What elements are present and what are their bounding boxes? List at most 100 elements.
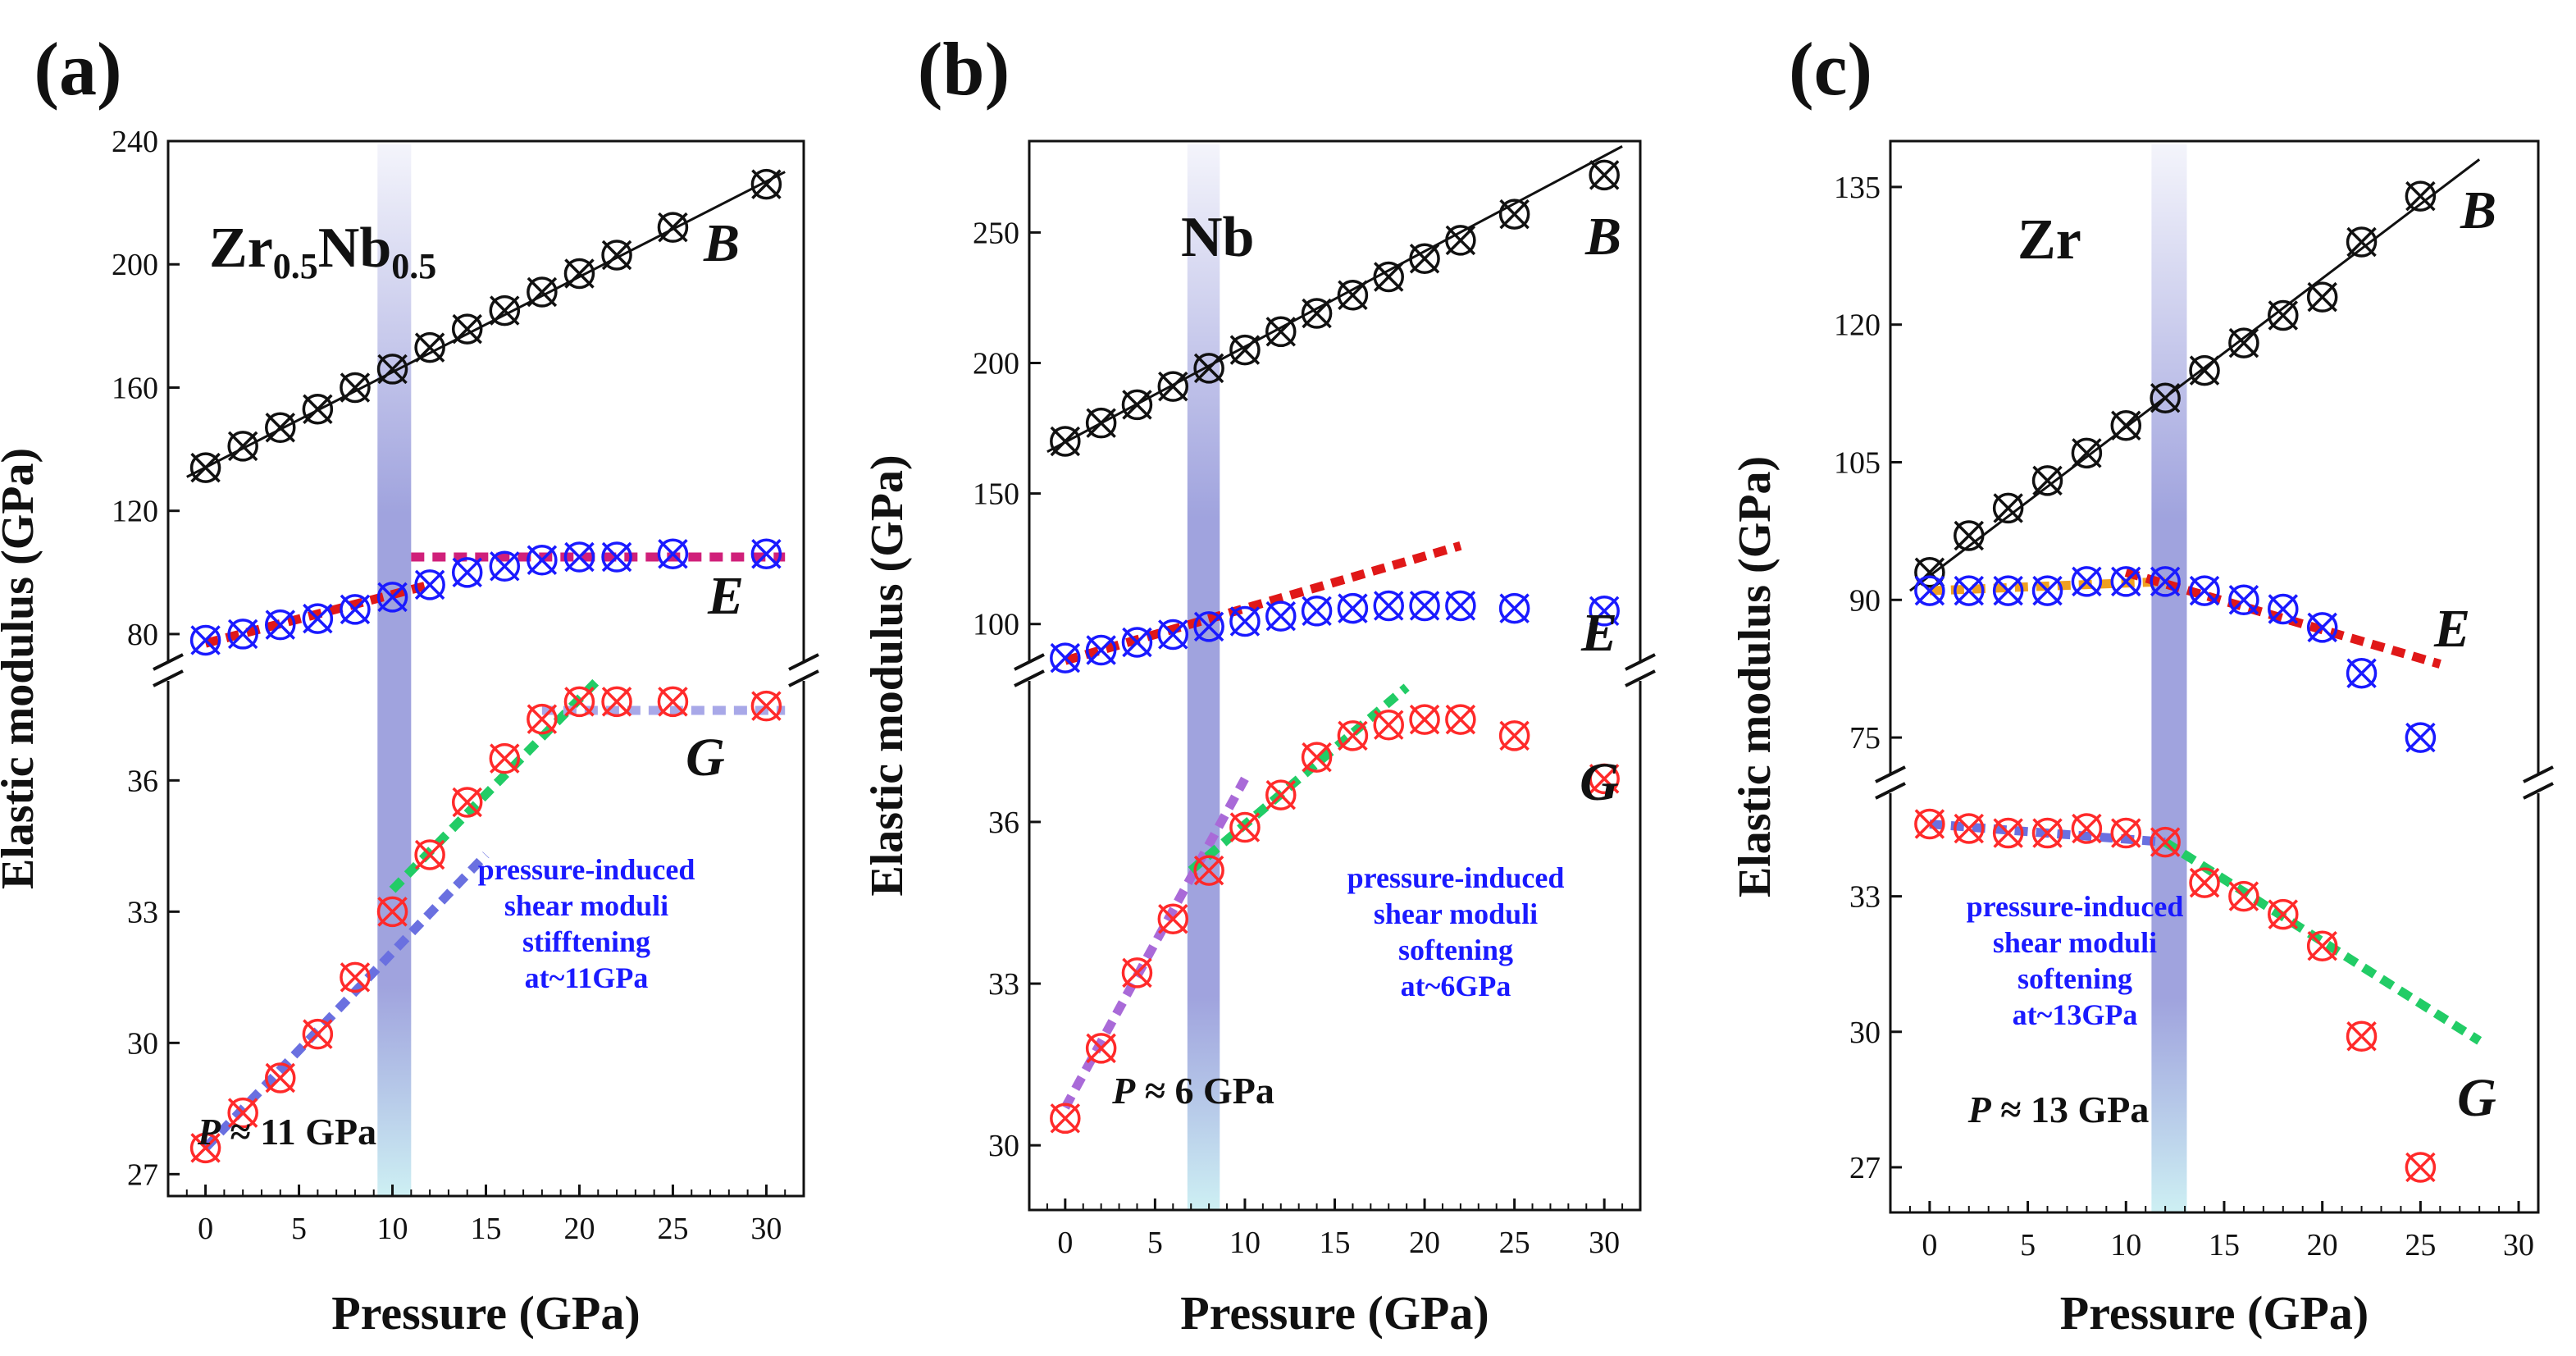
data-point — [451, 313, 483, 345]
marker-cross — [414, 332, 445, 363]
data-point — [601, 541, 632, 573]
pressure-symbol: P — [197, 1111, 221, 1153]
y-tick-label: 33 — [988, 967, 1019, 1002]
marker-circle — [2189, 575, 2220, 606]
marker-circle — [1992, 575, 2024, 606]
marker-circle — [302, 603, 334, 634]
axis-break-line — [788, 669, 819, 687]
x-tick-label: 10 — [1229, 1226, 1261, 1260]
marker-cross — [452, 557, 482, 588]
annotation-text: softening — [2017, 962, 2132, 995]
series-label-E: E — [707, 566, 744, 626]
annotation-text: softening — [1398, 934, 1513, 966]
marker-cross — [414, 569, 445, 600]
marker-cross — [1158, 619, 1188, 650]
series-label-B: B — [2460, 180, 2496, 240]
y-tick-label: 30 — [1849, 1016, 1881, 1050]
marker-circle — [563, 686, 595, 718]
marker-cross — [2072, 813, 2102, 844]
x-tick-label: 0 — [1922, 1228, 1937, 1262]
marker-cross — [1589, 160, 1620, 190]
marker-cross — [1302, 742, 1332, 773]
annotation-text: at~13GPa — [2013, 998, 2138, 1031]
marker-circle — [302, 394, 334, 425]
data-point — [1409, 590, 1440, 622]
x-tick-label: 20 — [563, 1212, 595, 1246]
plot-frame — [166, 139, 805, 1198]
data-point — [1265, 316, 1297, 348]
marker-circle — [1914, 556, 1945, 588]
marker-circle — [1229, 334, 1261, 366]
marker-circle — [489, 550, 521, 582]
marker-circle — [2346, 1020, 2378, 1052]
marker-circle — [1373, 261, 1404, 293]
axis-break-line — [1014, 653, 1045, 671]
marker-cross — [2405, 180, 2436, 212]
data-point — [601, 686, 632, 718]
marker-circle — [2189, 867, 2220, 898]
marker-cross — [2072, 566, 2102, 597]
marker-cross — [1589, 596, 1620, 627]
marker-circle — [2031, 817, 2063, 849]
marker-circle — [227, 431, 258, 462]
marker-cross — [2072, 438, 2102, 468]
data-point — [1301, 596, 1333, 627]
marker-circle — [451, 313, 483, 345]
marker-cross — [265, 1062, 296, 1093]
data-point — [2110, 566, 2142, 597]
axis-break-line — [788, 653, 819, 671]
annotation-text: pressure-induced — [1347, 861, 1565, 894]
x-tick-label: 5 — [1147, 1226, 1163, 1260]
data-point — [1445, 704, 1476, 735]
marker-cross — [1122, 627, 1152, 658]
marker-circle — [376, 582, 408, 613]
data-point — [657, 686, 689, 718]
data-point — [1337, 592, 1369, 624]
marker-circle — [1445, 225, 1476, 256]
marker-cross — [2346, 1021, 2377, 1052]
marker-circle — [2110, 410, 2142, 441]
trend-guide — [1064, 541, 1462, 665]
marker-cross — [1265, 600, 1297, 632]
data-point — [1954, 813, 1985, 844]
marker-cross — [2228, 327, 2259, 358]
material-base: Zr — [209, 217, 273, 280]
data-point — [1445, 590, 1476, 622]
marker-cross — [601, 541, 632, 573]
marker-cross — [1050, 642, 1081, 673]
marker-circle — [489, 294, 521, 326]
data-point — [2306, 930, 2338, 961]
pressure-label: P ≈ 13 GPa — [1967, 1089, 2150, 1130]
x-tick-label: 30 — [1589, 1226, 1620, 1260]
trend-guide — [204, 580, 431, 648]
x-tick-label: 0 — [1057, 1226, 1073, 1260]
marker-circle — [1050, 426, 1081, 457]
trend-guide — [1188, 683, 1410, 874]
data-point — [340, 961, 371, 993]
marker-circle — [1265, 316, 1297, 348]
marker-cross — [1050, 426, 1081, 457]
data-point — [2306, 281, 2338, 313]
panel-label: (a) — [34, 27, 121, 111]
marker-cross — [1229, 606, 1261, 637]
y-tick-label: 33 — [127, 895, 158, 929]
marker-circle — [2306, 930, 2338, 961]
data-point — [1914, 575, 1945, 606]
x-tick-label: 10 — [2110, 1228, 2141, 1262]
y-axis-title: Elastic modulus (GPa) — [862, 454, 913, 896]
marker-circle — [1121, 389, 1153, 421]
series-E — [1050, 590, 1620, 673]
y-tick-label: 90 — [1849, 583, 1881, 618]
marker-circle — [1301, 298, 1333, 329]
marker-circle — [1157, 371, 1189, 402]
y-tick-label: 36 — [988, 806, 1019, 840]
marker-circle — [1229, 605, 1261, 637]
marker-cross — [2307, 930, 2337, 961]
marker-cross — [190, 452, 221, 483]
data-point — [1265, 600, 1297, 632]
marker-circle — [1301, 742, 1333, 773]
marker-cross — [2150, 382, 2181, 413]
y-tick-label: 30 — [988, 1129, 1019, 1163]
marker-cross — [1409, 591, 1440, 621]
data-point — [750, 168, 782, 200]
